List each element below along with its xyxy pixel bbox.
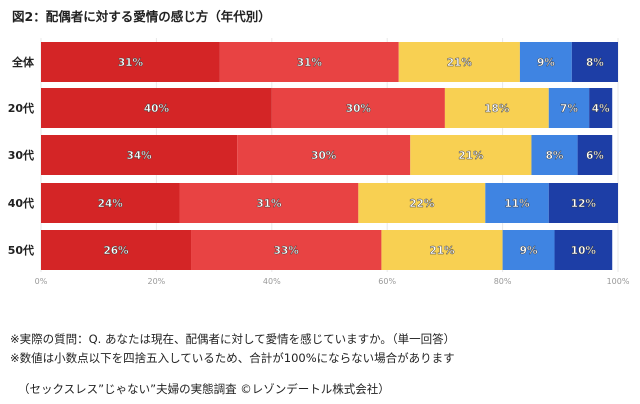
data-label: 10% [571, 245, 597, 257]
bar-segment [41, 183, 180, 223]
bar-segment [444, 88, 549, 128]
category-label: 全体 [11, 55, 35, 69]
bar-segment [548, 183, 618, 223]
data-label: 21% [458, 150, 484, 162]
bar-segment [41, 230, 192, 270]
bar-segment [398, 42, 520, 82]
chart-title: 図2：配偶者に対する愛情の感じ方（年代別） [12, 9, 271, 24]
data-label: 31% [297, 57, 323, 69]
legend-label: 強く感じる [167, 299, 205, 300]
data-label: 7% [560, 103, 578, 115]
data-label: 4% [592, 103, 610, 115]
data-label: 9% [520, 245, 538, 257]
note-question: ※実際の質問：Q. あなたは現在、配偶者に対して愛情を感じていますか。（単一回答… [10, 332, 456, 346]
bar-segment [410, 135, 532, 175]
bar-segment [485, 183, 549, 223]
bar-segment [381, 230, 503, 270]
bar-segment [41, 135, 238, 175]
data-label: 30% [311, 150, 337, 162]
bar-segment [577, 135, 613, 175]
category-label: 50代 [8, 243, 34, 257]
data-label: 6% [586, 150, 604, 162]
data-label: 9% [537, 57, 555, 69]
bar-segment [589, 88, 613, 128]
bar-segment [571, 42, 618, 82]
bar-segment [548, 88, 590, 128]
note-rounding: ※数値は小数点以下を四捨五入しているため、合計が100%にならない場合があります [10, 351, 455, 365]
bar-segment [519, 42, 572, 82]
bar-segment [219, 42, 399, 82]
data-label: 31% [118, 57, 144, 69]
bar-segment [271, 88, 445, 128]
data-label: 33% [274, 245, 300, 257]
bar-segment [191, 230, 382, 270]
data-label: 8% [586, 57, 604, 69]
data-label: 31% [256, 198, 282, 210]
x-tick-label: 100% [607, 277, 630, 286]
x-tick-label: 20% [148, 277, 166, 286]
bar-segment [502, 230, 555, 270]
data-label: 26% [103, 245, 129, 257]
legend-label: 全く感じない [421, 299, 466, 300]
bar-segment [179, 183, 359, 223]
x-tick-label: 80% [494, 277, 512, 286]
bar-segment [237, 135, 411, 175]
legend-label: やや感じる [219, 299, 257, 300]
data-label: 30% [346, 103, 372, 115]
bar-segment [358, 183, 486, 223]
x-tick-label: 40% [263, 277, 281, 286]
data-label: 21% [447, 57, 473, 69]
category-label: 40代 [8, 196, 34, 210]
bar-segment [554, 230, 613, 270]
data-label: 22% [409, 198, 435, 210]
legend-label: あまり感じない [353, 299, 406, 300]
category-label: 20代 [8, 101, 34, 115]
bar-segment [41, 42, 220, 82]
data-label: 8% [546, 150, 564, 162]
source-credit: （セックスレス”じゃない”夫婦の実態調査 ©レゾンデートル株式会社） [18, 382, 390, 396]
x-tick-label: 60% [378, 277, 396, 286]
bar-segment [531, 135, 578, 175]
bar-segment [41, 88, 272, 128]
stacked-bar-chart: 0% 20% 40% 60% 80% 100% 全体 31% 31% 21% 9% 8% 20代 40% 3… [8, 38, 630, 300]
data-label: 34% [127, 150, 153, 162]
category-label: 30代 [8, 148, 34, 162]
data-label: 21% [429, 245, 455, 257]
data-label: 12% [571, 198, 597, 210]
x-tick-label: 0% [35, 277, 48, 286]
data-label: 11% [504, 198, 530, 210]
data-label: 24% [98, 198, 124, 210]
data-label: 40% [144, 103, 170, 115]
data-label: 18% [484, 103, 510, 115]
